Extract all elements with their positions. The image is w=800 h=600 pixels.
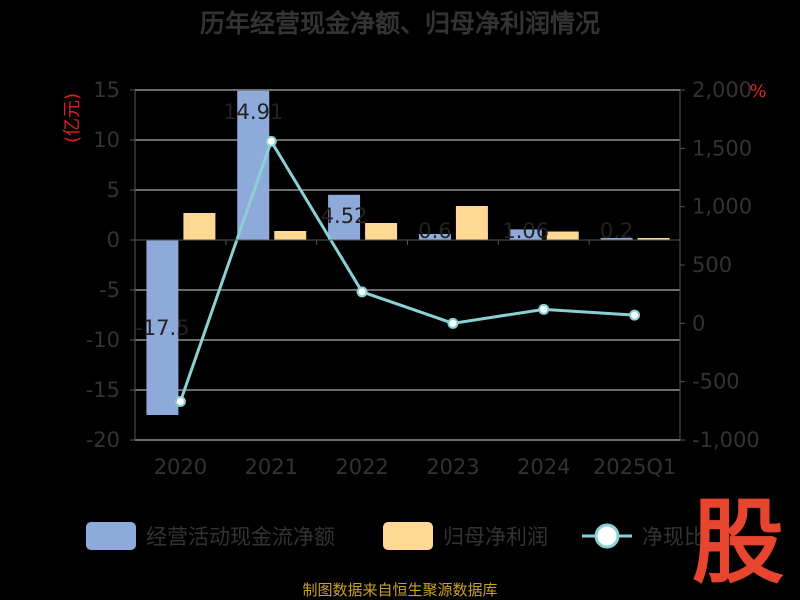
ratio-point bbox=[538, 303, 550, 315]
cashflow-bar-label: 14.91 bbox=[223, 100, 283, 124]
cashflow-bar bbox=[146, 240, 179, 415]
legend-swatch-profit bbox=[383, 522, 433, 550]
cashflow-bar bbox=[328, 194, 361, 240]
left-tick-label: 5 bbox=[107, 178, 120, 202]
legend-swatch-ratio-marker bbox=[594, 523, 620, 549]
right-tick-label: 2,000 bbox=[692, 78, 752, 102]
left-tick-label: -5 bbox=[99, 278, 120, 302]
left-tick-label: -15 bbox=[86, 378, 120, 402]
x-tick-label: 2023 bbox=[426, 455, 479, 479]
axes: 15 10 5 0 -5 -10 -15 -20 2,000 1,500 1,000 500 0 -500… bbox=[86, 78, 760, 479]
logo-icon: 股 bbox=[692, 489, 784, 596]
cashflow-bar-label: 4.52 bbox=[321, 204, 368, 228]
right-tick-label: -500 bbox=[692, 370, 740, 394]
profit-bar bbox=[455, 206, 488, 240]
ratio-point bbox=[265, 135, 277, 147]
cashflow-bar-label: 0.2 bbox=[600, 219, 633, 243]
bar-labels: -17.5 14.91 4.52 0.6 1.06 0.2 bbox=[135, 100, 633, 340]
left-axis-unit: (亿元) bbox=[62, 93, 83, 143]
ratio-line-path bbox=[179, 137, 635, 402]
source-note: 制图数据来自恒生聚源数据库 bbox=[302, 581, 497, 599]
chart-title: 历年经营现金净额、归母净利润情况 bbox=[200, 9, 600, 38]
profit-bar bbox=[183, 213, 216, 240]
profit-bar bbox=[365, 223, 398, 240]
cashflow-bar bbox=[509, 229, 542, 240]
legend: 经营活动现金流净额 归母净利润 净现比 bbox=[86, 522, 705, 550]
legend-label: 净现比 bbox=[642, 525, 705, 549]
bars bbox=[146, 90, 670, 415]
left-tick-label: 0 bbox=[107, 228, 120, 252]
x-tick-label: 2024 bbox=[517, 455, 570, 479]
right-tick-label: 500 bbox=[692, 253, 732, 277]
cashflow-bar bbox=[418, 234, 451, 240]
right-tick-label: 1,000 bbox=[692, 195, 752, 219]
cashflow-bar-label: 0.6 bbox=[418, 219, 451, 243]
x-tick-label: 2020 bbox=[154, 455, 207, 479]
legend-swatch-cashflow bbox=[86, 522, 136, 550]
left-tick-label: 15 bbox=[93, 78, 120, 102]
legend-label: 经营活动现金流净额 bbox=[146, 525, 335, 549]
right-axis-unit: % bbox=[749, 81, 766, 102]
left-tick-label: 10 bbox=[93, 128, 120, 152]
ratio-point bbox=[629, 309, 641, 321]
cashflow-bar bbox=[600, 238, 633, 240]
left-tick-label: -20 bbox=[86, 428, 120, 452]
ratio-point bbox=[356, 286, 368, 298]
x-tick-label: 2025Q1 bbox=[593, 455, 676, 479]
profit-bar bbox=[546, 231, 579, 240]
x-tick-label: 2021 bbox=[245, 455, 298, 479]
cashflow-bar-label: 1.06 bbox=[502, 219, 549, 243]
ratio-line bbox=[174, 135, 641, 407]
left-tick-label: -10 bbox=[86, 328, 120, 352]
profit-bar bbox=[637, 238, 670, 240]
right-tick-label: -1,000 bbox=[692, 428, 760, 452]
profit-bar bbox=[274, 231, 307, 240]
grid bbox=[135, 89, 680, 441]
ratio-point bbox=[174, 396, 186, 407]
cashflow-bar-label: -17.5 bbox=[135, 316, 189, 340]
right-tick-label: 1,500 bbox=[692, 136, 752, 160]
legend-label: 归母净利润 bbox=[443, 525, 548, 549]
right-tick-label: 0 bbox=[692, 311, 705, 335]
ratio-point bbox=[447, 317, 459, 329]
x-tick-label: 2022 bbox=[335, 455, 388, 479]
